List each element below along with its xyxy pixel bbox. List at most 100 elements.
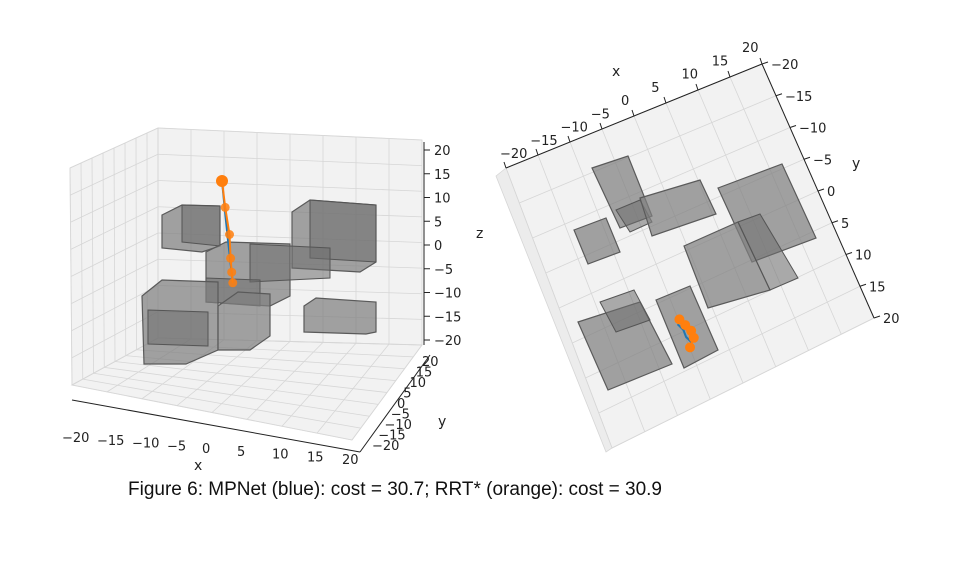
left-x-axis-label: x bbox=[194, 458, 202, 474]
y-tick-label: 20 bbox=[422, 355, 439, 370]
x-tick-mark bbox=[727, 70, 731, 78]
left-y-axis-label: y bbox=[438, 414, 446, 430]
x-tick-label: 0 bbox=[621, 94, 629, 109]
x-tick-label: 20 bbox=[342, 453, 359, 468]
y-tick-label: −20 bbox=[771, 58, 798, 73]
grid-line bbox=[124, 142, 127, 356]
y-tick-mark bbox=[873, 315, 881, 319]
x-tick-label: 5 bbox=[237, 445, 245, 460]
y-tick-label: −5 bbox=[813, 153, 832, 168]
y-tick-label: −20 bbox=[372, 439, 399, 454]
x-tick-label: −15 bbox=[530, 134, 557, 149]
y-tick-label: 15 bbox=[416, 366, 433, 381]
left-obstacles bbox=[141, 199, 377, 365]
right-obstacles bbox=[573, 155, 817, 391]
obstacle-box bbox=[249, 243, 331, 283]
y-tick-label: −10 bbox=[799, 122, 826, 137]
y-tick-mark bbox=[775, 93, 783, 97]
right-x-axis-label: x bbox=[612, 64, 620, 80]
x-tick-mark bbox=[663, 96, 667, 104]
y-tick-label: 10 bbox=[855, 249, 872, 264]
obstacle-box bbox=[737, 213, 799, 291]
x-tick-label: 0 bbox=[202, 442, 210, 457]
grid-line bbox=[70, 232, 159, 277]
left-x-ticks: −20 −15 −10 −5 0 5 10 15 20 bbox=[62, 431, 359, 468]
obstacle-box bbox=[573, 217, 621, 265]
y-tick-label: −10 bbox=[385, 418, 412, 433]
x-tick-label: 15 bbox=[307, 450, 324, 465]
mpnet-path-line bbox=[676, 323, 693, 344]
rrt-path-point bbox=[228, 278, 238, 288]
right-x-ticks: −20−15 −10−5 0 5 10 15 20 bbox=[500, 41, 763, 169]
grid-line bbox=[316, 343, 390, 434]
rrt-path-point bbox=[685, 342, 696, 353]
left-3d-plot: −20 −15 −10 −5 0 5 10 15 20 −20−15−10−505101520 … bbox=[62, 127, 483, 474]
x-tick-label: −10 bbox=[132, 437, 159, 452]
rrt-path-point bbox=[688, 332, 699, 343]
y-tick-mark bbox=[817, 188, 825, 192]
y-tick-mark bbox=[831, 220, 839, 224]
grid-line bbox=[135, 137, 137, 350]
y-tick-mark bbox=[789, 125, 797, 128]
x-tick-mark bbox=[631, 109, 635, 117]
rrt-path-point bbox=[225, 230, 234, 239]
x-tick-mark bbox=[599, 122, 603, 130]
y-tick-label: 5 bbox=[841, 217, 849, 232]
y-tick-label: 5 bbox=[403, 387, 411, 402]
z-tick-label: 0 bbox=[434, 239, 442, 254]
x-tick-mark bbox=[567, 135, 571, 143]
y-tick-mark bbox=[859, 283, 867, 287]
right-paths bbox=[674, 314, 699, 353]
y-tick-label: 10 bbox=[410, 376, 427, 391]
y-tick-label: 0 bbox=[827, 185, 835, 200]
depth-edge bbox=[495, 167, 613, 453]
y-tick-mark bbox=[761, 61, 769, 65]
grid-line bbox=[246, 342, 324, 420]
right-y-ticks: −20 −15 −10 −5 0 5 10 15 20 bbox=[761, 58, 900, 327]
z-tick-label: −5 bbox=[434, 263, 453, 278]
x-tick-mark bbox=[759, 57, 763, 65]
grid-line bbox=[611, 317, 875, 449]
y-axis-line bbox=[359, 354, 431, 453]
rrt-path-point bbox=[220, 202, 230, 212]
x-axis-line bbox=[71, 399, 361, 453]
x-tick-label: −5 bbox=[591, 107, 610, 122]
y-tick-label: −15 bbox=[785, 90, 812, 105]
z-tick-label: 15 bbox=[434, 168, 451, 183]
z-tick-label: −10 bbox=[434, 287, 461, 302]
y-tick-mark bbox=[845, 252, 853, 255]
z-tick-label: −20 bbox=[434, 334, 461, 349]
obstacle-box bbox=[181, 204, 221, 247]
obstacle-box bbox=[303, 297, 377, 335]
rrt-path-point bbox=[216, 175, 228, 187]
x-tick-label: 20 bbox=[742, 41, 759, 56]
z-tick-label: 10 bbox=[434, 192, 451, 207]
rrt-path-point bbox=[226, 253, 236, 263]
y-tick-label: 15 bbox=[869, 280, 886, 295]
y-tick-label: 0 bbox=[397, 397, 405, 412]
z-tick-label: −15 bbox=[434, 310, 461, 325]
obstacle-box bbox=[147, 309, 209, 347]
x-tick-label: 15 bbox=[712, 54, 729, 69]
obstacle-box bbox=[599, 289, 651, 333]
x-tick-label: 10 bbox=[272, 448, 289, 463]
grid-line bbox=[71, 258, 159, 304]
z-tick-label: 20 bbox=[434, 144, 451, 159]
right-y-axis-label: y bbox=[852, 156, 860, 172]
y-tick-label: 20 bbox=[883, 312, 900, 327]
grid-line bbox=[598, 285, 861, 414]
x-tick-label: −20 bbox=[62, 431, 89, 446]
figure-caption: Figure 6: MPNet (blue): cost = 30.7; RRT… bbox=[128, 479, 662, 500]
grid-line bbox=[114, 361, 388, 393]
z-tick-label: 5 bbox=[434, 215, 442, 230]
x-tick-mark bbox=[535, 148, 539, 156]
left-z-ticks: 20 15 10 5 0 −5 −10 −15 −20 bbox=[424, 144, 461, 349]
x-tick-label: 10 bbox=[682, 68, 699, 83]
obstacle-box bbox=[309, 199, 377, 263]
obstacle-box bbox=[639, 179, 717, 237]
y-tick-label: −5 bbox=[391, 408, 410, 423]
x-tick-mark bbox=[695, 83, 699, 91]
